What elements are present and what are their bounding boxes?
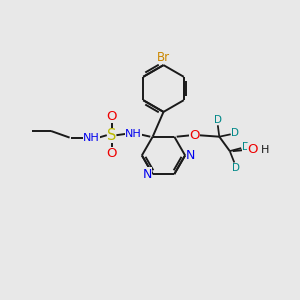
Text: NH: NH [83,133,100,142]
Text: N: N [186,149,195,162]
Text: D: D [231,128,239,138]
Text: Br: Br [157,51,170,64]
Text: O: O [190,129,200,142]
Text: O: O [247,143,257,156]
Text: O: O [106,110,117,123]
Text: D: D [214,115,222,125]
Text: D: D [232,163,240,173]
Text: D: D [242,142,250,152]
Text: N: N [142,168,152,181]
Text: NH: NH [125,129,142,139]
Text: S: S [107,128,116,143]
Text: H: H [261,145,269,154]
Text: O: O [106,147,117,160]
